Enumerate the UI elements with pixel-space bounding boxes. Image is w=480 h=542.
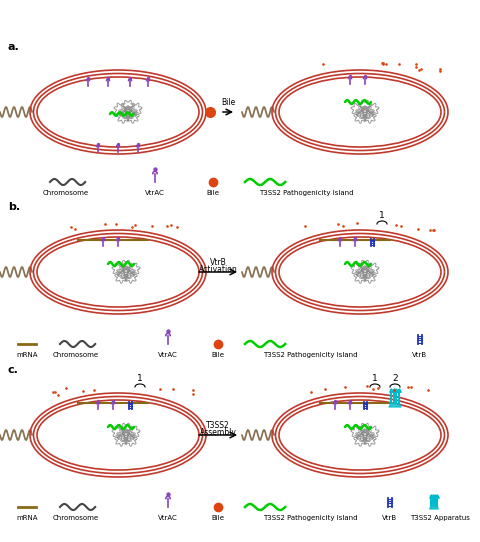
Ellipse shape (37, 401, 199, 469)
Text: T3SS2 Pathogenicity Island: T3SS2 Pathogenicity Island (259, 190, 353, 196)
Text: Bile: Bile (221, 98, 235, 107)
Ellipse shape (37, 78, 199, 146)
Text: T3SS2 Apparatus: T3SS2 Apparatus (410, 515, 470, 521)
Text: 1: 1 (372, 374, 378, 383)
Text: T3SS2: T3SS2 (206, 421, 230, 430)
Text: Activation: Activation (199, 265, 238, 274)
Text: mRNA: mRNA (16, 515, 38, 521)
Polygon shape (430, 506, 438, 509)
Text: a.: a. (8, 42, 20, 52)
Polygon shape (389, 403, 401, 407)
Text: c.: c. (8, 365, 19, 375)
Text: T3SS2 Pathogenicity Island: T3SS2 Pathogenicity Island (263, 352, 357, 358)
Text: mRNA: mRNA (16, 352, 38, 358)
Text: Chromosome: Chromosome (53, 352, 99, 358)
Ellipse shape (279, 401, 441, 469)
Text: VtrB: VtrB (383, 515, 397, 521)
Text: Chromosome: Chromosome (53, 515, 99, 521)
Text: b.: b. (8, 202, 20, 212)
Text: Bile: Bile (206, 190, 219, 196)
Text: VtrAC: VtrAC (158, 352, 178, 358)
Ellipse shape (37, 237, 199, 306)
Text: VtrB: VtrB (412, 352, 428, 358)
Ellipse shape (279, 78, 441, 146)
Text: Bile: Bile (212, 352, 225, 358)
Ellipse shape (279, 237, 441, 306)
Text: T3SS2 Pathogenicity Island: T3SS2 Pathogenicity Island (263, 515, 357, 521)
Text: 1: 1 (379, 211, 385, 220)
Text: Chromosome: Chromosome (43, 190, 89, 196)
Text: VtrAC: VtrAC (145, 190, 165, 196)
Text: 2: 2 (392, 374, 398, 383)
Text: Bile: Bile (212, 515, 225, 521)
Text: Assembly: Assembly (200, 428, 237, 437)
Text: VtrAC: VtrAC (158, 515, 178, 521)
Text: VtrB: VtrB (210, 258, 227, 267)
Text: 1: 1 (137, 374, 143, 383)
